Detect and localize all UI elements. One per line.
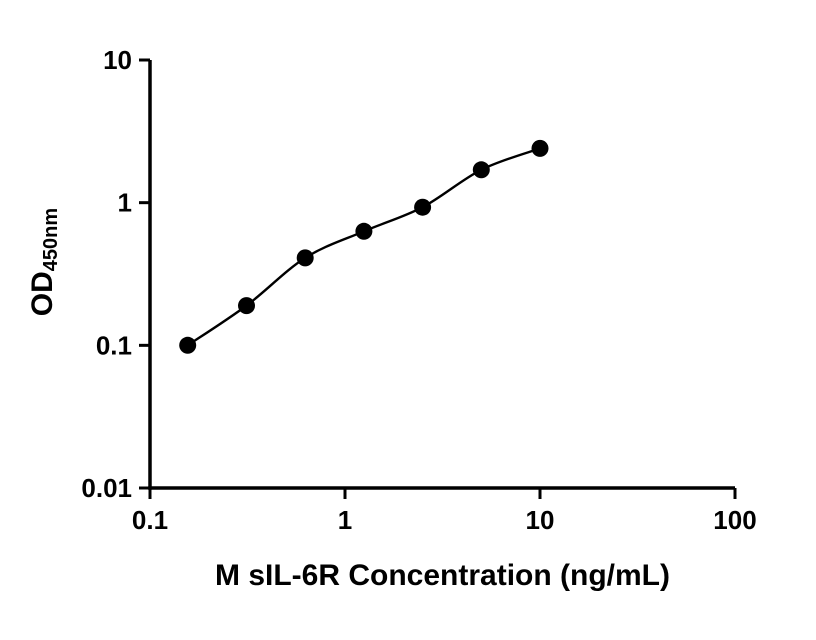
data-point: [296, 249, 314, 267]
data-point: [472, 161, 490, 179]
x-tick-label: 0.1: [132, 505, 168, 535]
data-point: [238, 297, 255, 315]
data-point: [355, 222, 373, 240]
y-tick-label: 1: [118, 188, 132, 218]
data-point: [531, 139, 549, 157]
data-point: [414, 198, 432, 216]
x-tick-label: 100: [713, 505, 756, 535]
fit-curve: [186, 147, 541, 347]
y-tick-label: 0.1: [96, 330, 132, 360]
y-tick-label: 0.01: [81, 473, 132, 503]
data-point: [179, 336, 197, 354]
x-tick-label: 10: [526, 505, 555, 535]
y-axis-title: OD450nm: [26, 208, 62, 316]
x-axis-title: M sIL-6R Concentration (ng/mL): [215, 559, 670, 592]
x-tick-label: 1: [338, 505, 352, 535]
y-tick-label: 10: [103, 45, 132, 75]
